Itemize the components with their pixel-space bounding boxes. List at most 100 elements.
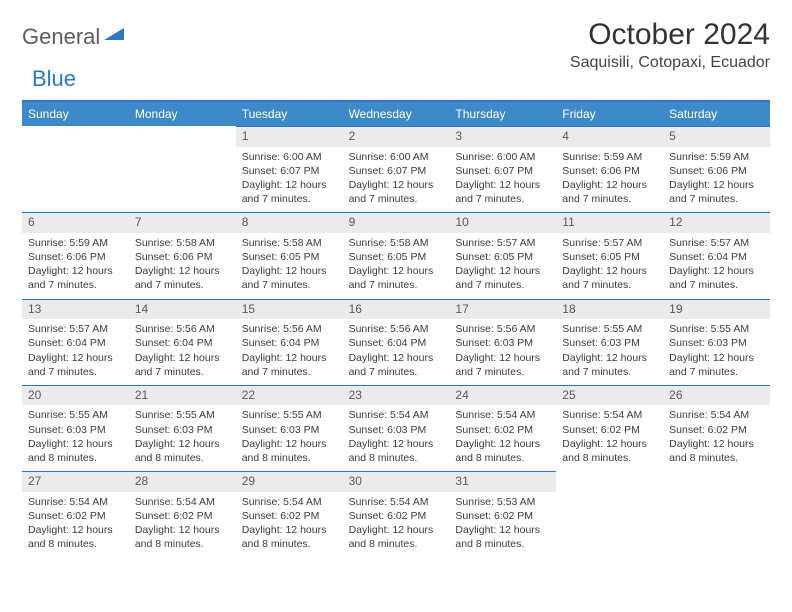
sunset-text: Sunset: 6:04 PM — [669, 250, 764, 264]
month-title: October 2024 — [570, 18, 770, 52]
day-cell: 14Sunrise: 5:56 AMSunset: 6:04 PMDayligh… — [129, 299, 236, 385]
logo-text-1: General — [22, 24, 100, 50]
sunset-text: Sunset: 6:06 PM — [669, 164, 764, 178]
daylight-text: Daylight: 12 hours and 7 minutes. — [242, 178, 337, 206]
sunset-text: Sunset: 6:03 PM — [455, 336, 550, 350]
sunrise-text: Sunrise: 5:58 AM — [349, 236, 444, 250]
logo: General — [22, 18, 124, 50]
sunrise-text: Sunrise: 6:00 AM — [242, 150, 337, 164]
day-number: 18 — [556, 299, 663, 320]
day-cell: 26Sunrise: 5:54 AMSunset: 6:02 PMDayligh… — [663, 385, 770, 471]
empty-cell — [663, 471, 770, 557]
day-cell: 17Sunrise: 5:56 AMSunset: 6:03 PMDayligh… — [449, 299, 556, 385]
empty-cell — [556, 471, 663, 557]
day-number: 14 — [129, 299, 236, 320]
day-body: Sunrise: 5:55 AMSunset: 6:03 PMDaylight:… — [556, 319, 663, 385]
sunset-text: Sunset: 6:03 PM — [669, 336, 764, 350]
day-header-cell: Thursday — [449, 102, 556, 126]
sunrise-text: Sunrise: 5:59 AM — [28, 236, 123, 250]
day-number — [663, 471, 770, 492]
day-body: Sunrise: 5:54 AMSunset: 6:02 PMDaylight:… — [556, 405, 663, 471]
day-number: 10 — [449, 212, 556, 233]
logo-text-2: Blue — [32, 66, 76, 92]
day-number — [129, 126, 236, 147]
day-number: 21 — [129, 385, 236, 406]
sunset-text: Sunset: 6:04 PM — [28, 336, 123, 350]
day-body: Sunrise: 6:00 AMSunset: 6:07 PMDaylight:… — [449, 147, 556, 213]
daylight-text: Daylight: 12 hours and 7 minutes. — [349, 351, 444, 379]
day-number — [556, 471, 663, 492]
day-body: Sunrise: 6:00 AMSunset: 6:07 PMDaylight:… — [236, 147, 343, 213]
sunrise-text: Sunrise: 5:59 AM — [562, 150, 657, 164]
day-cell: 31Sunrise: 5:53 AMSunset: 6:02 PMDayligh… — [449, 471, 556, 557]
day-cell: 6Sunrise: 5:59 AMSunset: 6:06 PMDaylight… — [22, 212, 129, 298]
sunrise-text: Sunrise: 5:55 AM — [669, 322, 764, 336]
daylight-text: Daylight: 12 hours and 7 minutes. — [562, 264, 657, 292]
sunset-text: Sunset: 6:03 PM — [562, 336, 657, 350]
sunrise-text: Sunrise: 5:55 AM — [135, 408, 230, 422]
sunset-text: Sunset: 6:06 PM — [28, 250, 123, 264]
day-number: 12 — [663, 212, 770, 233]
daylight-text: Daylight: 12 hours and 7 minutes. — [669, 178, 764, 206]
day-cell: 25Sunrise: 5:54 AMSunset: 6:02 PMDayligh… — [556, 385, 663, 471]
sunset-text: Sunset: 6:02 PM — [242, 509, 337, 523]
sunrise-text: Sunrise: 5:56 AM — [349, 322, 444, 336]
daylight-text: Daylight: 12 hours and 8 minutes. — [349, 437, 444, 465]
sunset-text: Sunset: 6:02 PM — [669, 423, 764, 437]
day-cell: 1Sunrise: 6:00 AMSunset: 6:07 PMDaylight… — [236, 126, 343, 212]
day-cell: 10Sunrise: 5:57 AMSunset: 6:05 PMDayligh… — [449, 212, 556, 298]
day-number — [22, 126, 129, 147]
day-number: 30 — [343, 471, 450, 492]
day-body: Sunrise: 5:59 AMSunset: 6:06 PMDaylight:… — [663, 147, 770, 213]
day-cell: 11Sunrise: 5:57 AMSunset: 6:05 PMDayligh… — [556, 212, 663, 298]
day-cell: 22Sunrise: 5:55 AMSunset: 6:03 PMDayligh… — [236, 385, 343, 471]
week-row: 20Sunrise: 5:55 AMSunset: 6:03 PMDayligh… — [22, 385, 770, 471]
location: Saquisili, Cotopaxi, Ecuador — [570, 54, 770, 72]
day-cell: 12Sunrise: 5:57 AMSunset: 6:04 PMDayligh… — [663, 212, 770, 298]
sunrise-text: Sunrise: 5:55 AM — [242, 408, 337, 422]
daylight-text: Daylight: 12 hours and 7 minutes. — [28, 351, 123, 379]
day-number: 17 — [449, 299, 556, 320]
daylight-text: Daylight: 12 hours and 7 minutes. — [669, 351, 764, 379]
day-header-cell: Sunday — [22, 102, 129, 126]
day-body: Sunrise: 5:55 AMSunset: 6:03 PMDaylight:… — [236, 405, 343, 471]
day-cell: 9Sunrise: 5:58 AMSunset: 6:05 PMDaylight… — [343, 212, 450, 298]
daylight-text: Daylight: 12 hours and 7 minutes. — [349, 264, 444, 292]
sunrise-text: Sunrise: 5:57 AM — [669, 236, 764, 250]
sunset-text: Sunset: 6:04 PM — [349, 336, 444, 350]
day-body: Sunrise: 5:58 AMSunset: 6:05 PMDaylight:… — [236, 233, 343, 299]
day-cell: 3Sunrise: 6:00 AMSunset: 6:07 PMDaylight… — [449, 126, 556, 212]
day-number: 5 — [663, 126, 770, 147]
daylight-text: Daylight: 12 hours and 7 minutes. — [562, 351, 657, 379]
day-cell: 21Sunrise: 5:55 AMSunset: 6:03 PMDayligh… — [129, 385, 236, 471]
sunrise-text: Sunrise: 5:53 AM — [455, 495, 550, 509]
sunrise-text: Sunrise: 5:57 AM — [455, 236, 550, 250]
day-number: 22 — [236, 385, 343, 406]
daylight-text: Daylight: 12 hours and 8 minutes. — [135, 523, 230, 551]
sunset-text: Sunset: 6:02 PM — [135, 509, 230, 523]
daylight-text: Daylight: 12 hours and 7 minutes. — [242, 351, 337, 379]
day-number: 19 — [663, 299, 770, 320]
day-body: Sunrise: 6:00 AMSunset: 6:07 PMDaylight:… — [343, 147, 450, 213]
daylight-text: Daylight: 12 hours and 8 minutes. — [242, 437, 337, 465]
day-number: 2 — [343, 126, 450, 147]
daylight-text: Daylight: 12 hours and 8 minutes. — [455, 523, 550, 551]
calendar: SundayMondayTuesdayWednesdayThursdayFrid… — [22, 100, 770, 557]
sunset-text: Sunset: 6:02 PM — [28, 509, 123, 523]
sunset-text: Sunset: 6:05 PM — [562, 250, 657, 264]
day-body: Sunrise: 5:56 AMSunset: 6:04 PMDaylight:… — [236, 319, 343, 385]
daylight-text: Daylight: 12 hours and 8 minutes. — [28, 437, 123, 465]
sunrise-text: Sunrise: 6:00 AM — [349, 150, 444, 164]
daylight-text: Daylight: 12 hours and 7 minutes. — [242, 264, 337, 292]
week-row: 13Sunrise: 5:57 AMSunset: 6:04 PMDayligh… — [22, 299, 770, 385]
day-cell: 5Sunrise: 5:59 AMSunset: 6:06 PMDaylight… — [663, 126, 770, 212]
day-header-cell: Saturday — [663, 102, 770, 126]
day-number: 26 — [663, 385, 770, 406]
day-cell: 15Sunrise: 5:56 AMSunset: 6:04 PMDayligh… — [236, 299, 343, 385]
day-body: Sunrise: 5:56 AMSunset: 6:04 PMDaylight:… — [129, 319, 236, 385]
day-header-row: SundayMondayTuesdayWednesdayThursdayFrid… — [22, 102, 770, 126]
sunset-text: Sunset: 6:06 PM — [135, 250, 230, 264]
day-number: 6 — [22, 212, 129, 233]
day-number: 24 — [449, 385, 556, 406]
sunset-text: Sunset: 6:07 PM — [242, 164, 337, 178]
